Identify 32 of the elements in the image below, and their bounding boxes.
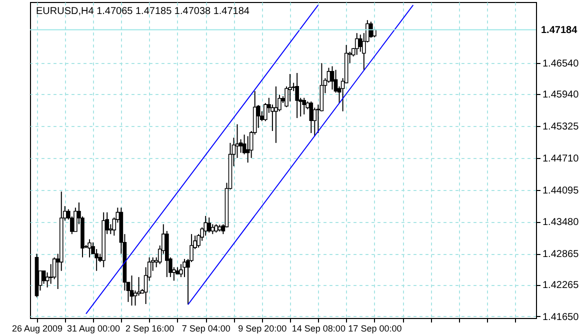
y-tick-label: 1.41650 xyxy=(542,312,580,323)
candlestick xyxy=(295,72,299,119)
y-tick-label: 1.45325 xyxy=(542,122,580,133)
candlestick xyxy=(274,86,278,144)
candlestick xyxy=(207,217,212,234)
y-tick-label: 1.44710 xyxy=(542,153,580,164)
candlestick xyxy=(330,66,334,90)
x-tick-label: 9 Sep 20:00 xyxy=(238,324,287,334)
candlestick xyxy=(369,21,373,38)
x-tick-label: 14 Sep 08:00 xyxy=(292,324,346,334)
x-tick-label: 2 Sep 16:00 xyxy=(126,324,174,334)
x-tick-label: 26 Aug 2009 xyxy=(12,324,63,334)
candlestick xyxy=(42,270,46,284)
y-tick-label: 1.43480 xyxy=(542,217,580,228)
ref-line-label: 1.47184 xyxy=(541,24,578,36)
y-tick-label: 1.44095 xyxy=(542,185,580,196)
x-tick-label: 31 Aug 00:00 xyxy=(67,324,120,334)
chart-title: EURUSD,H4 1.47065 1.47185 1.47038 1.47184 xyxy=(36,6,250,17)
y-tick-label: 1.42865 xyxy=(542,249,580,260)
candlestick xyxy=(88,238,92,258)
candlestick xyxy=(182,258,186,278)
x-tick-label: 17 Sep 00:00 xyxy=(348,324,402,334)
x-tick-label: 7 Sep 04:00 xyxy=(182,324,230,334)
candlestick xyxy=(302,97,306,115)
candlestick xyxy=(354,32,359,56)
y-tick-label: 1.42265 xyxy=(542,280,580,292)
candlestick xyxy=(94,248,98,272)
candlestick xyxy=(210,224,215,235)
y-tick-label: 1.45940 xyxy=(542,90,580,101)
y-tick-label: 1.46540 xyxy=(542,58,580,70)
candlestick xyxy=(309,100,314,134)
candlestick xyxy=(130,275,134,306)
